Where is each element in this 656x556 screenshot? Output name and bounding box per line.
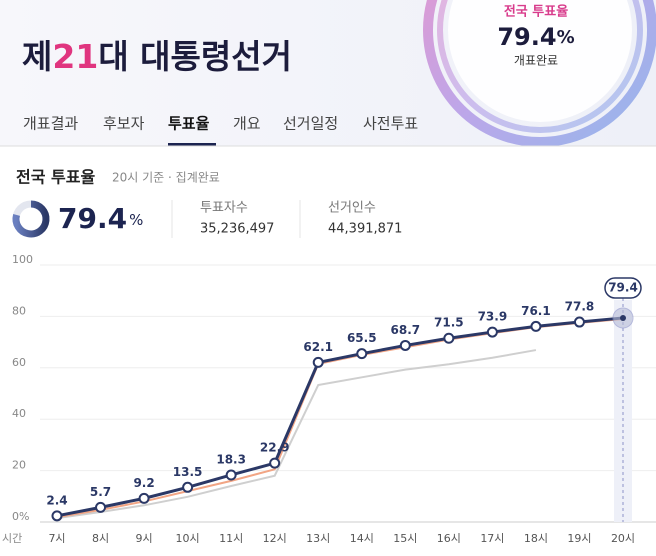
rate-number: 79.4 bbox=[58, 202, 127, 235]
header-decoration bbox=[423, 0, 656, 146]
x-tick-label: 13시 bbox=[306, 532, 330, 545]
stat-value: 44,391,871 bbox=[328, 222, 402, 237]
data-label: 71.5 bbox=[434, 316, 464, 330]
data-label: 77.8 bbox=[565, 300, 595, 314]
series-line bbox=[56, 316, 624, 518]
point bbox=[225, 469, 237, 481]
title-suffix: 대 대통령선거 bbox=[98, 37, 292, 76]
data-label: 13.5 bbox=[173, 465, 203, 479]
section-subtitle: 20시 기준 · 집계완료 bbox=[112, 171, 220, 185]
data-label: 18.3 bbox=[216, 452, 246, 466]
tab[interactable]: 선거일정 bbox=[283, 115, 338, 133]
point bbox=[269, 457, 281, 469]
x-tick-label: 12시 bbox=[263, 532, 287, 545]
summary-number: 79.4 bbox=[497, 23, 556, 51]
x-tick-label: 17시 bbox=[480, 532, 504, 545]
tab-underline bbox=[168, 143, 216, 146]
point bbox=[51, 510, 63, 522]
chart: 0% 20 40 60 80 100 시간 7시 8시 9시 10시 11시 12시 13시 14시 15시 1… bbox=[2, 253, 656, 545]
tab[interactable]: 투표율 bbox=[168, 115, 210, 133]
data-label: 76.1 bbox=[521, 304, 551, 318]
x-axis-label: 시간 bbox=[2, 532, 22, 545]
summary-value: 79.4% bbox=[497, 23, 574, 51]
section-title: 전국 투표율 bbox=[16, 168, 95, 187]
x-tick-label: 15시 bbox=[393, 532, 417, 545]
data-label: 79.4 bbox=[608, 281, 638, 295]
title-prefix: 제 bbox=[22, 37, 52, 76]
x-tick-label: 8시 bbox=[92, 532, 109, 545]
point bbox=[573, 316, 585, 328]
point bbox=[138, 492, 150, 504]
highlight-band bbox=[614, 300, 632, 522]
point bbox=[530, 320, 542, 332]
stat-value: 35,236,497 bbox=[200, 222, 274, 237]
data-label: 5.7 bbox=[90, 485, 111, 499]
summary-unit: % bbox=[557, 27, 575, 48]
point bbox=[443, 332, 455, 344]
point bbox=[486, 326, 498, 338]
summary-status: 개표완료 bbox=[514, 54, 558, 68]
donut-arc bbox=[12, 200, 50, 238]
series-line bbox=[56, 349, 537, 520]
title-number: 21 bbox=[52, 37, 98, 76]
x-tick-label: 10시 bbox=[176, 532, 200, 545]
data-label: 68.7 bbox=[391, 323, 421, 337]
tabs: 개표결과 후보자 투표율 개요 선거일정 사전투표 bbox=[23, 115, 418, 146]
data-label: 65.5 bbox=[347, 331, 377, 345]
stat-label: 투표자수 bbox=[200, 201, 248, 216]
point bbox=[312, 356, 324, 368]
x-tick-label: 19시 bbox=[567, 532, 591, 545]
data-label: 62.1 bbox=[303, 340, 333, 354]
rate-unit: % bbox=[129, 211, 143, 229]
tab[interactable]: 후보자 bbox=[103, 115, 145, 133]
point bbox=[182, 481, 194, 493]
tab[interactable]: 개표결과 bbox=[23, 115, 78, 133]
data-label: 22.9 bbox=[260, 441, 290, 455]
y-tick-label: 100 bbox=[12, 253, 33, 266]
y-tick-label: 20 bbox=[12, 459, 26, 472]
x-tick-label: 11시 bbox=[219, 532, 243, 545]
tab[interactable]: 개요 bbox=[233, 115, 261, 133]
point bbox=[95, 501, 107, 513]
point bbox=[620, 314, 626, 321]
x-tick-label: 20시 bbox=[611, 532, 635, 545]
y-tick-label: 80 bbox=[12, 304, 26, 317]
x-tick-label: 14시 bbox=[350, 532, 374, 545]
label-bubble bbox=[604, 277, 642, 299]
x-tick-label: 9시 bbox=[136, 532, 153, 545]
x-tick-label: 16시 bbox=[437, 532, 461, 545]
y-tick-label: 0% bbox=[12, 510, 29, 523]
rate: 79.4% bbox=[58, 202, 143, 235]
stats: 투표자수 35,236,497 선거인수 44,391,871 bbox=[200, 201, 402, 237]
summary-label: 전국 투표율 bbox=[504, 4, 568, 20]
data-label: 2.4 bbox=[46, 493, 67, 507]
x-tick-label: 7시 bbox=[48, 532, 65, 545]
point bbox=[356, 348, 368, 360]
point bbox=[399, 339, 411, 351]
stat-label: 선거인수 bbox=[328, 201, 376, 216]
tab[interactable]: 사전투표 bbox=[363, 115, 418, 133]
title: 제21대 대통령선거 bbox=[22, 37, 292, 76]
x-tick-label: 18시 bbox=[524, 532, 548, 545]
y-tick-label: 40 bbox=[12, 407, 26, 420]
data-label: 9.2 bbox=[133, 476, 154, 490]
data-label: 73.9 bbox=[478, 310, 508, 324]
y-tick-label: 60 bbox=[12, 356, 26, 369]
